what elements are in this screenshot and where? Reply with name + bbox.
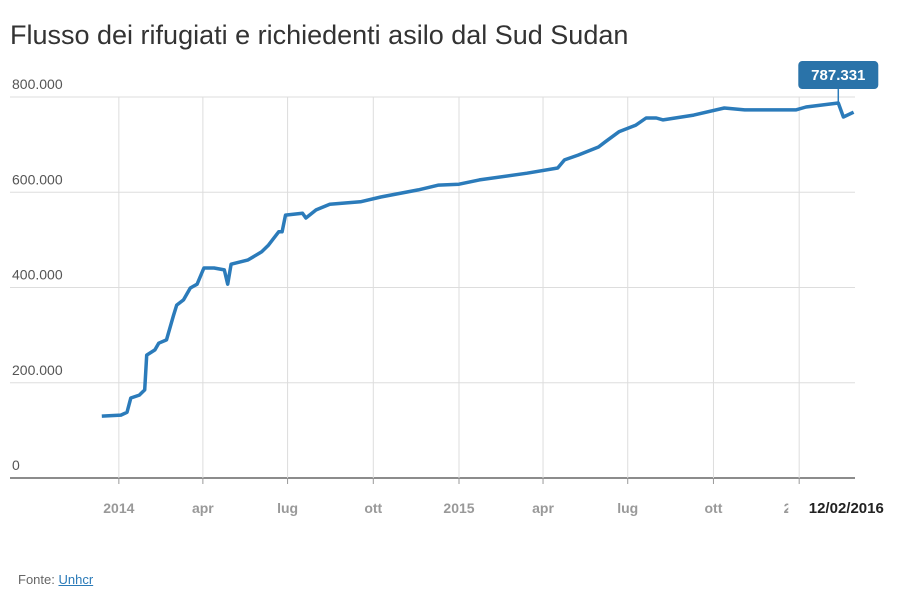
source-label: Fonte: bbox=[18, 572, 55, 587]
chart-title: Flusso dei rifugiati e richiedenti asilo… bbox=[10, 20, 628, 50]
x-tick-label: apr bbox=[192, 500, 214, 516]
x-tick-label: lug bbox=[277, 500, 298, 516]
highlight-value: 787.331 bbox=[811, 67, 865, 84]
x-tick-label: ott bbox=[364, 500, 382, 516]
y-tick-label: 0 bbox=[12, 457, 20, 473]
x-tick-label: ott bbox=[705, 500, 723, 516]
y-tick-label: 400.000 bbox=[12, 267, 63, 283]
x-tick-label: 2014 bbox=[103, 500, 134, 516]
source-link[interactable]: Unhcr bbox=[58, 572, 94, 587]
y-tick-label: 800.000 bbox=[12, 76, 63, 92]
x-tick-label: 2015 bbox=[443, 500, 474, 516]
x-tick-label: lug bbox=[617, 500, 638, 516]
highlight-date-box bbox=[788, 496, 889, 520]
source: Fonte: Unhcr bbox=[18, 572, 93, 587]
y-tick-label: 600.000 bbox=[12, 171, 63, 187]
x-tick-label: apr bbox=[532, 500, 554, 516]
highlight-date: 12/02/2016 bbox=[809, 500, 884, 517]
data-line bbox=[101, 101, 855, 418]
highlight-value-box bbox=[798, 61, 879, 90]
y-tick-label: 200.000 bbox=[12, 362, 63, 378]
chart: Flusso dei rifugiati e richiedenti asilo… bbox=[10, 20, 889, 520]
